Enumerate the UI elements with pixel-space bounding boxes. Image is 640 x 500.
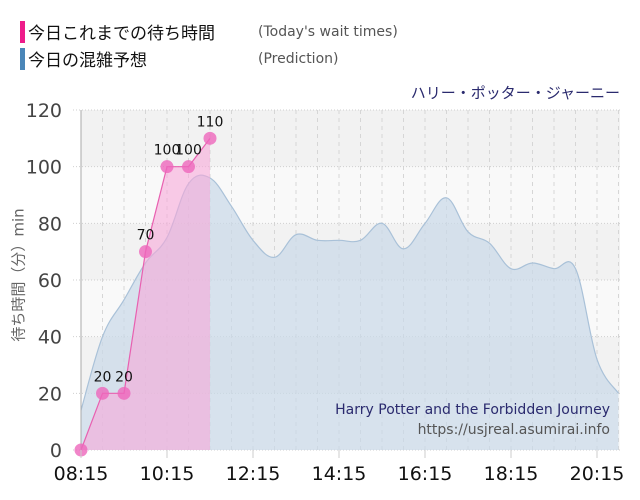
x-tick-label: 10:15 [140,463,195,485]
y-tick-label: 60 [38,270,62,292]
ride-name-english: Harry Potter and the Forbidden Journey [335,402,610,418]
legend-swatch-actual [20,20,25,43]
data-point-label: 20 [115,369,133,385]
y-tick-label: 20 [38,383,62,405]
legend-sub-actual: (Today's wait times) [258,23,398,40]
x-tick-label: 16:15 [398,463,453,485]
legend-label-prediction: 今日の混雑予想 [28,51,147,71]
legend-item-actual[interactable]: 今日これまでの待ち時間 (Today's wait times) [20,18,398,45]
data-point [139,245,152,259]
x-tick-label: 20:15 [570,463,625,485]
plot-band [81,110,620,167]
y-tick-label: 80 [38,213,62,235]
ride-title: ハリー・ポッター・ジャーニー [410,84,620,102]
y-tick-label: 100 [26,157,62,179]
data-point [203,131,217,145]
y-tick-label: 40 [38,327,62,349]
data-point [117,386,131,400]
data-point-label: 20 [94,369,112,385]
x-tick-label: 08:15 [54,463,109,485]
x-tick-label: 12:15 [226,463,281,485]
legend-label-actual: 今日これまでの待ち時間 [28,24,215,44]
legend-item-prediction[interactable]: 今日の混雑予想 (Prediction) [20,45,398,72]
x-tick-label: 14:15 [312,463,367,485]
legend-swatch-prediction [20,47,25,70]
legend-sub-prediction: (Prediction) [258,50,339,67]
data-point [160,160,174,174]
data-point [182,160,195,174]
data-point-label: 70 [137,228,155,244]
site-url: https://usjreal.asumirai.info [417,422,610,438]
legend: 今日これまでの待ち時間 (Today's wait times) 今日の混雑予想… [20,18,398,72]
data-point-label: 100 [175,143,202,159]
data-point-label: 100 [154,143,181,159]
data-point [96,386,109,400]
data-point-label: 110 [197,114,224,130]
prediction-area [81,175,619,451]
y-tick-label: 120 [26,100,62,122]
x-tick-label: 18:15 [484,463,539,485]
actual-area [81,138,210,451]
y-tick-label: 0 [50,440,62,462]
